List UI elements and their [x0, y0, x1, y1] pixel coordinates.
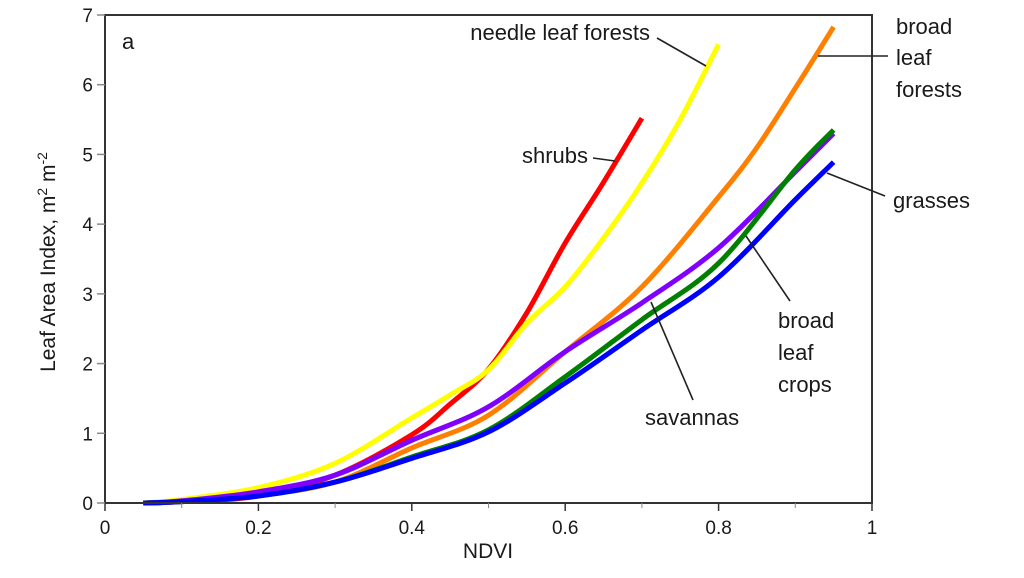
- y-tick-label: 7: [82, 6, 93, 27]
- series-line-shrubs: [143, 116, 645, 506]
- annotation-label: needle leaf forests: [470, 20, 650, 45]
- annotation-needle-leaf-forests: needle leaf forests: [470, 20, 707, 67]
- y-axis: 0 1 2 3 4 5 6 7: [82, 6, 105, 515]
- y-axis-title: Leaf Area Index, m2 m-2: [34, 152, 60, 372]
- annotation-label-line3: forests: [896, 77, 962, 102]
- leader-line: [826, 172, 886, 197]
- x-tick-label: 0.2: [245, 518, 271, 539]
- y-tick-label: 1: [82, 424, 93, 445]
- annotation-label-line3: crops: [778, 372, 832, 397]
- x-tick-label: 0.4: [399, 518, 426, 539]
- y-tick-label: 0: [82, 494, 93, 515]
- leader-line: [656, 37, 707, 67]
- panel-label: a: [122, 29, 135, 54]
- x-axis-title: NDVI: [463, 540, 513, 563]
- leader-line: [650, 301, 694, 401]
- series-line-needle-leaf-forests: [143, 43, 721, 506]
- series-line-grasses: [143, 160, 836, 506]
- series-layer: [143, 25, 836, 506]
- y-axis-title-base: Leaf Area Index, m: [37, 196, 60, 372]
- annotation-broad-leaf-forests: broad leaf forests: [818, 14, 962, 102]
- x-axis: 0 0.2 0.4 0.6 0.8 1: [100, 503, 878, 539]
- y-tick-label: 4: [82, 215, 93, 236]
- x-tick-label: 0.8: [705, 518, 731, 539]
- x-tick-label: 1: [867, 518, 878, 539]
- y-tick-label: 5: [82, 145, 93, 166]
- annotation-label-line2: leaf: [896, 45, 932, 70]
- y-tick-label: 2: [82, 355, 93, 376]
- x-tick-label: 0.6: [552, 518, 578, 539]
- annotation-label-line1: broad: [778, 308, 834, 333]
- y-axis-title-mid: m: [37, 165, 60, 188]
- annotation-label: savannas: [645, 405, 739, 430]
- annotation-label: shrubs: [522, 143, 588, 168]
- y-tick-label: 3: [82, 285, 93, 306]
- y-tick-label: 6: [82, 76, 93, 97]
- annotation-grasses: grasses: [826, 172, 970, 213]
- annotation-label-line2: leaf: [778, 340, 814, 365]
- series-line-savannas: [143, 131, 836, 506]
- leader-line: [592, 157, 616, 162]
- annotation-label-line1: broad: [896, 14, 952, 39]
- y-axis-title-sup2: -2: [34, 152, 50, 165]
- annotation-shrubs: shrubs: [522, 143, 616, 168]
- annotation-label: grasses: [893, 188, 970, 213]
- annotation-broad-leaf-crops: broad leaf crops: [745, 235, 834, 397]
- x-tick-label: 0: [100, 518, 111, 539]
- annotation-savannas: savannas: [645, 301, 739, 430]
- y-axis-title-sup1: 2: [34, 188, 50, 196]
- leader-line: [745, 235, 791, 302]
